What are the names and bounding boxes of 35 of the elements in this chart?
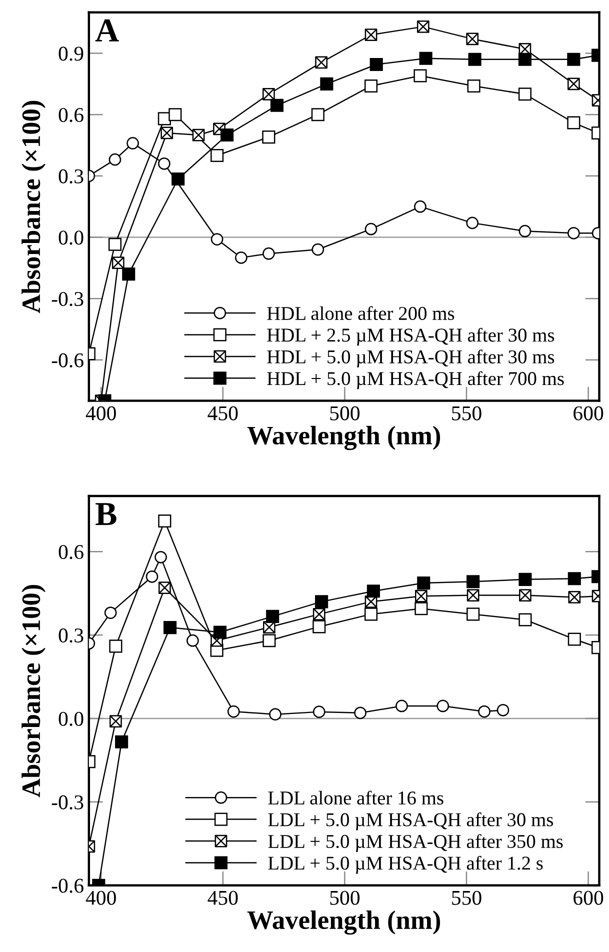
y-tick-label: -0.3 xyxy=(52,795,84,810)
y-tick-label: 0.3 xyxy=(58,169,84,184)
x-axis-title: Wavelength (nm) xyxy=(247,910,440,935)
y-tick-label: -0.3 xyxy=(52,292,84,306)
legend-label: HDL + 5.0 µM HSA-QH after 700 ms xyxy=(267,371,564,390)
y-axis-title: Absorbance (×100) xyxy=(22,100,46,314)
legend-label: HDL alone after 200 ms xyxy=(267,306,454,320)
x-tick-label: 450 xyxy=(208,406,238,420)
legend-label: HDL + 2.5 µM HSA-QH after 30 ms xyxy=(267,328,554,346)
y-tick-label: 0.6 xyxy=(58,544,84,560)
x-tick-label: 600 xyxy=(574,406,604,420)
x-tick-label: 550 xyxy=(452,890,482,905)
annotation: B xyxy=(96,503,116,526)
y-tick-label: -0.6 xyxy=(52,353,84,368)
y-tick-label: 0.0 xyxy=(58,230,84,245)
y-tick-label: 0.0 xyxy=(58,712,84,726)
x-axis-title: Wavelength (nm) xyxy=(247,426,440,450)
legend-label: LDL + 5.0 µM HSA-QH after 350 ms xyxy=(268,834,563,852)
x-tick-label: 500 xyxy=(330,406,360,420)
legend-label: LDL alone after 16 ms xyxy=(268,790,444,805)
y-tick-label: 0.9 xyxy=(58,46,84,61)
legend-label: HDL + 5.0 µM HSA-QH after 30 ms xyxy=(267,350,554,368)
y-axis-title: Absorbance (×100) xyxy=(22,585,46,798)
x-tick-label: 500 xyxy=(330,890,360,905)
x-tick-label: 600 xyxy=(574,890,604,905)
y-tick-label: 0.6 xyxy=(58,108,84,122)
annotation: A xyxy=(95,19,119,42)
x-tick-label: 400 xyxy=(86,406,116,420)
legend-label: LDL + 5.0 µM HSA-QH after 30 ms xyxy=(268,812,554,830)
x-tick-label: 450 xyxy=(208,890,238,905)
y-tick-label: -0.6 xyxy=(52,878,84,893)
y-tick-label: 0.3 xyxy=(58,628,84,643)
legend-label: LDL + 5.0 µM HSA-QH after 1.2 s xyxy=(268,856,543,874)
x-tick-label: 400 xyxy=(86,890,116,905)
x-tick-label: 550 xyxy=(452,406,482,420)
